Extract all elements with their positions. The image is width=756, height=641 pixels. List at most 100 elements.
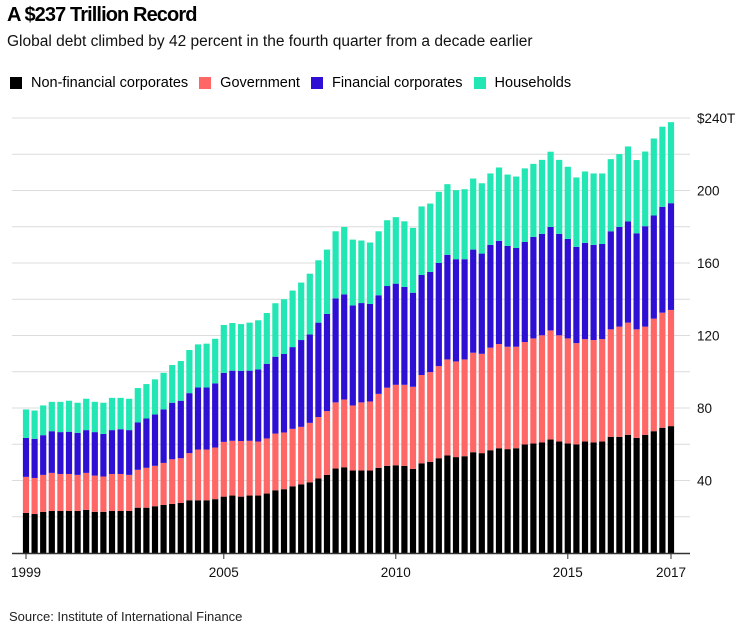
bar-government-2002Q2 xyxy=(134,469,141,508)
bar-government-2016Q1 xyxy=(607,329,614,437)
bar-financial-corporates-2002Q3 xyxy=(143,418,150,468)
bar-government-2014Q4 xyxy=(564,338,571,444)
bar-households-1999Q1 xyxy=(22,409,30,438)
bar-non-financial-corporates-2013Q3 xyxy=(521,444,528,553)
bar-households-2006Q4 xyxy=(289,290,296,348)
axes: 40 80 120 160 200 $240T 1999 2005 2010 2015 2017 xyxy=(11,111,735,580)
bar-non-financial-corporates-2006Q3 xyxy=(280,489,288,553)
bar-financial-corporates-2017Q2 xyxy=(650,215,657,319)
bar-non-financial-corporates-2012Q3 xyxy=(487,450,494,553)
bar-financial-corporates-2005Q4 xyxy=(255,369,262,442)
bar-financial-corporates-2015Q2 xyxy=(581,242,589,340)
bar-non-financial-corporates-2010Q3 xyxy=(418,463,425,553)
bar-non-financial-corporates-2006Q4 xyxy=(289,486,296,553)
bar-financial-corporates-1999Q3 xyxy=(40,435,47,475)
chart-subtitle: Global debt climbed by 42 percent in the… xyxy=(7,33,533,50)
bar-government-1999Q2 xyxy=(31,477,38,515)
bar-non-financial-corporates-2009Q1 xyxy=(366,470,374,553)
bar-financial-corporates-2010Q3 xyxy=(418,274,425,376)
bar-government-2017Q1 xyxy=(642,326,649,435)
bar-government-2012Q4 xyxy=(495,344,503,449)
bar-government-2003Q3 xyxy=(177,458,184,503)
bar-non-financial-corporates-2015Q3 xyxy=(590,442,597,553)
bar-households-2006Q2 xyxy=(272,303,279,357)
bar-non-financial-corporates-2014Q1 xyxy=(538,442,546,553)
bar-non-financial-corporates-2011Q2 xyxy=(444,455,451,553)
bar-government-2001Q3 xyxy=(108,473,116,511)
bar-government-1999Q4 xyxy=(48,472,55,511)
y-tick-label: 40 xyxy=(697,474,712,489)
bar-households-2012Q1 xyxy=(470,178,477,250)
y-tick-label: 120 xyxy=(697,329,720,344)
bar-government-2008Q3 xyxy=(349,405,356,471)
bar-government-2007Q4 xyxy=(323,411,331,475)
bar-financial-corporates-2004Q2 xyxy=(203,387,210,450)
bar-financial-corporates-2007Q3 xyxy=(315,322,322,418)
bar-financial-corporates-2010Q1 xyxy=(401,286,408,385)
legend-item-government: Government xyxy=(199,75,300,91)
bar-households-2011Q2 xyxy=(444,184,451,255)
bar-financial-corporates-2006Q3 xyxy=(280,353,288,433)
bar-financial-corporates-2000Q2 xyxy=(65,431,73,474)
bar-government-2002Q1 xyxy=(126,474,133,511)
bar-non-financial-corporates-2012Q4 xyxy=(495,448,503,553)
bar-financial-corporates-2012Q1 xyxy=(470,249,477,353)
bar-financial-corporates-2009Q1 xyxy=(366,303,374,402)
bar-non-financial-corporates-2009Q3 xyxy=(384,465,391,553)
bar-households-2017Q2 xyxy=(650,138,657,216)
bar-financial-corporates-2004Q3 xyxy=(212,383,219,448)
bar-non-financial-corporates-2005Q2 xyxy=(237,496,245,553)
bar-non-financial-corporates-2002Q3 xyxy=(143,507,150,553)
bar-households-2002Q1 xyxy=(126,398,133,431)
bar-government-2008Q4 xyxy=(358,402,365,471)
bar-households-2000Q3 xyxy=(74,402,81,433)
bar-financial-corporates-2017Q4 xyxy=(667,203,675,310)
bar-households-2003Q1 xyxy=(160,372,167,410)
bar-non-financial-corporates-2012Q2 xyxy=(478,453,485,553)
bar-households-2012Q2 xyxy=(478,183,485,254)
y-tick-label: 160 xyxy=(697,256,720,271)
bar-households-2014Q1 xyxy=(538,159,546,234)
legend-swatch xyxy=(199,77,212,89)
bar-households-2014Q2 xyxy=(547,151,554,227)
bar-government-2005Q4 xyxy=(255,441,262,496)
bar-households-2013Q3 xyxy=(521,168,528,242)
bar-government-2013Q2 xyxy=(513,346,520,449)
bar-non-financial-corporates-2003Q3 xyxy=(177,502,184,553)
bar-non-financial-corporates-2017Q1 xyxy=(642,434,649,553)
bar-financial-corporates-2011Q4 xyxy=(461,259,468,360)
bar-non-financial-corporates-2009Q2 xyxy=(375,467,382,553)
bar-non-financial-corporates-2004Q3 xyxy=(212,499,219,553)
bar-financial-corporates-2005Q3 xyxy=(246,370,253,441)
bar-government-1999Q1 xyxy=(22,476,30,513)
bar-non-financial-corporates-2017Q3 xyxy=(659,427,666,553)
bar-households-2014Q3 xyxy=(556,159,563,234)
bar-households-2006Q1 xyxy=(263,313,270,364)
bar-non-financial-corporates-2008Q4 xyxy=(358,470,365,553)
bar-financial-corporates-2016Q3 xyxy=(624,221,632,323)
bar-financial-corporates-2009Q2 xyxy=(375,295,382,394)
bar-non-financial-corporates-2015Q2 xyxy=(581,441,589,553)
bar-financial-corporates-2001Q2 xyxy=(100,433,107,477)
bar-government-2012Q1 xyxy=(470,352,477,453)
bar-households-2009Q3 xyxy=(384,220,391,287)
bar-government-2001Q1 xyxy=(91,475,98,512)
legend-label: Government xyxy=(220,75,300,91)
bar-non-financial-corporates-1999Q4 xyxy=(48,510,55,553)
bar-financial-corporates-2014Q3 xyxy=(556,233,563,336)
bar-non-financial-corporates-2010Q1 xyxy=(401,465,408,553)
bar-government-2016Q4 xyxy=(633,329,640,438)
bar-government-2014Q1 xyxy=(538,335,546,443)
bar-non-financial-corporates-2013Q1 xyxy=(504,449,511,553)
bar-government-2004Q4 xyxy=(220,441,227,497)
bar-financial-corporates-2000Q1 xyxy=(57,432,64,474)
bar-non-financial-corporates-2007Q1 xyxy=(298,484,305,553)
bar-government-2006Q3 xyxy=(280,432,288,490)
bar-households-2017Q4 xyxy=(667,122,675,204)
bar-households-2016Q2 xyxy=(616,154,623,227)
bar-financial-corporates-2007Q1 xyxy=(298,340,305,427)
legend: Non-financial corporates Government Fina… xyxy=(10,75,582,91)
bar-financial-corporates-2001Q3 xyxy=(108,430,116,474)
bar-households-2007Q4 xyxy=(323,249,331,314)
bar-government-2009Q3 xyxy=(384,387,391,466)
